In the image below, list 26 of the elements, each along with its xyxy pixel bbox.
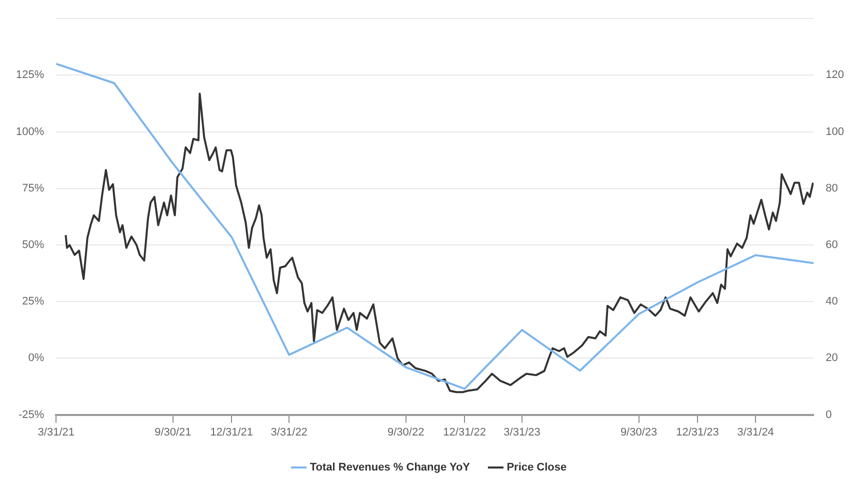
x-tick-label: 9/30/22 <box>388 426 424 438</box>
y2-tick-label: 0 <box>826 408 832 421</box>
y-tick-label: -25% <box>18 408 44 421</box>
x-tick-label: 3/31/24 <box>737 426 774 438</box>
y2-tick-label: 40 <box>826 296 838 308</box>
y-tick-label: 125% <box>16 69 44 82</box>
y-tick-label: 75% <box>22 182 44 194</box>
x-tick-label: 3/31/22 <box>270 426 308 438</box>
x-tick-label: 12/31/21 <box>210 426 254 438</box>
x-tick-label: 12/31/23 <box>676 426 719 438</box>
y2-tick-label: 120 <box>826 69 844 82</box>
x-tick-label: 9/30/23 <box>620 426 658 438</box>
y-tick-label: 0% <box>28 352 44 364</box>
y-tick-label: 100% <box>16 126 44 138</box>
x-tick-label: 3/31/21 <box>38 426 74 438</box>
x-tick-label: 3/31/23 <box>504 426 540 438</box>
x-tick-label: 9/30/21 <box>154 426 192 438</box>
legend-label: Price Close <box>506 462 567 474</box>
y2-tick-label: 20 <box>826 352 838 364</box>
y2-tick-label: 100 <box>826 126 844 138</box>
y2-tick-label: 80 <box>826 182 838 194</box>
legend-label: Total Revenues % Change YoY <box>310 462 471 474</box>
x-tick-label: 12/31/22 <box>443 426 486 438</box>
y-tick-label: 25% <box>22 296 44 308</box>
y-tick-label: 50% <box>22 239 44 252</box>
y2-tick-label: 60 <box>826 239 838 252</box>
